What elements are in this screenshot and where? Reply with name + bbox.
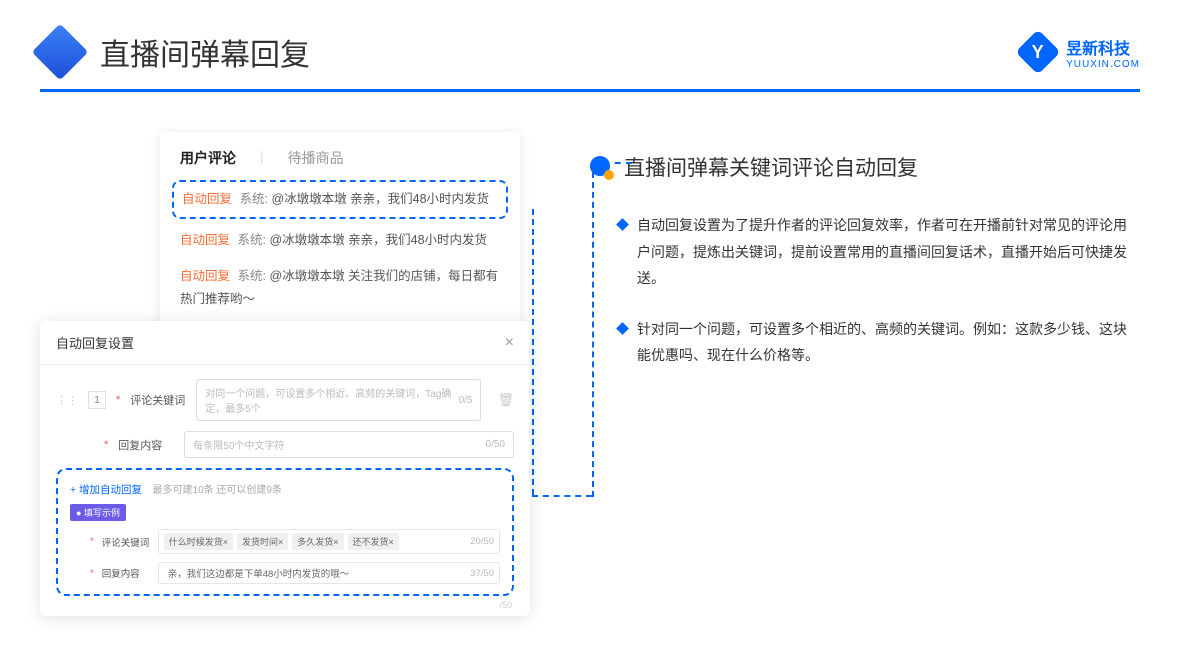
brand-sub: YUUXIN.COM — [1066, 59, 1140, 70]
brand-icon: Y — [1015, 29, 1060, 74]
required-star: * — [116, 394, 120, 406]
auto-reply-tag: 自动回复 — [180, 269, 230, 283]
close-icon[interactable]: × — [505, 334, 514, 352]
bullet-point: 自动回复设置为了提升作者的评论回复效率，作者可在开播前针对常见的评论用户问题，提… — [590, 212, 1140, 292]
reply-label: 回复内容 — [118, 437, 174, 453]
ex-keyword-tags: 什么时候发货×发货时间×多久发货×还不发货× 20/50 — [158, 529, 500, 554]
drag-icon[interactable]: ⋮⋮ — [56, 394, 78, 407]
page-title: 直播间弹幕回复 — [100, 30, 310, 74]
example-badge: ● 填写示例 — [70, 504, 126, 521]
auto-reply-tag: 自动回复 — [180, 233, 230, 247]
keyword-input[interactable]: 对同一个问题，可设置多个相近、高频的关键词，Tag确定，最多5个 0/5 — [196, 379, 481, 421]
comment-panel: 用户评论 | 待播商品 自动回复 系统: @冰墩墩本墩 亲亲，我们48小时内发货… — [160, 132, 520, 333]
keyword-tag[interactable]: 发货时间× — [237, 533, 288, 550]
bullet-point: 针对同一个问题，可设置多个相近的、高频的关键词。例如：这款多少钱、这块能优惠吗、… — [590, 316, 1140, 369]
keyword-tag[interactable]: 多久发货× — [292, 533, 343, 550]
settings-panel: 自动回复设置 × ⋮⋮ 1 * 评论关键词 对同一个问题，可设置多个相近、高频的… — [40, 321, 530, 616]
diamond-icon — [616, 322, 629, 335]
example-section: + 增加自动回复 最多可建10条 还可以创建9条 ● 填写示例 * 评论关键词 … — [56, 468, 514, 596]
settings-title: 自动回复设置 — [56, 333, 134, 352]
diamond-icon — [616, 218, 629, 231]
comment-item: 自动回复 系统: @冰墩墩本墩 关注我们的店铺，每日都有热门推荐哟～ — [180, 258, 500, 317]
footer-counter: /50 — [499, 600, 512, 610]
tab-products[interactable]: 待播商品 — [288, 148, 344, 168]
cube-icon — [32, 24, 89, 81]
tab-comments[interactable]: 用户评论 — [180, 148, 236, 168]
connector-line — [532, 495, 592, 497]
comment-item: 自动回复 系统: @冰墩墩本墩 亲亲，我们48小时内发货 — [172, 180, 508, 219]
row-number: 1 — [88, 391, 106, 409]
required-star: * — [104, 439, 108, 451]
keyword-tag[interactable]: 还不发货× — [348, 533, 399, 550]
delete-icon[interactable]: 🗑 — [497, 392, 514, 408]
ex-reply-box: 亲，我们这边都是下单48小时内发货的哦～ 37/50 — [158, 562, 500, 584]
add-reply-link[interactable]: + 增加自动回复 — [70, 484, 142, 496]
auto-reply-tag: 自动回复 — [182, 192, 232, 206]
add-hint: 最多可建10条 还可以创建9条 — [153, 485, 282, 496]
comment-item: 自动回复 系统: @冰墩墩本墩 亲亲，我们48小时内发货 — [180, 222, 500, 259]
keyword-tag[interactable]: 什么时候发货× — [164, 533, 233, 550]
section-title: 直播间弹幕关键词评论自动回复 — [624, 152, 918, 182]
reply-input[interactable]: 每条限50个中文字符 0/50 — [184, 431, 514, 458]
brand-logo: Y 昱新科技 YUUXIN.COM — [1022, 35, 1140, 70]
ex-reply-label: 回复内容 — [102, 566, 150, 580]
connector-line — [532, 209, 534, 495]
ex-keyword-label: 评论关键词 — [102, 535, 150, 549]
connector-line — [592, 162, 594, 497]
brand-name: 昱新科技 — [1066, 35, 1140, 59]
keyword-label: 评论关键词 — [130, 392, 186, 408]
tab-divider: | — [260, 148, 264, 168]
bullet-icon — [590, 156, 612, 178]
